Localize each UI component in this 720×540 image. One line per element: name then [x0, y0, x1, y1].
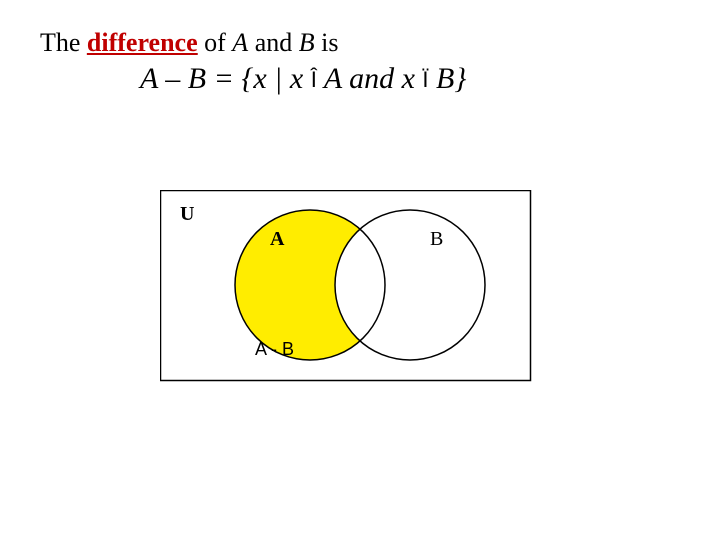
set-B: B — [299, 28, 315, 57]
venn-diagram: U A B A - B — [160, 190, 540, 395]
definition-line-1: The difference of A and B is — [40, 28, 338, 58]
text-and: and — [248, 28, 299, 57]
venn-svg: U A B A - B — [160, 190, 540, 390]
text-of: of — [198, 28, 233, 57]
label-amb: A - B — [255, 339, 294, 359]
set-A: A — [232, 28, 248, 57]
text-pre: The — [40, 28, 87, 57]
eq-mid: A and x — [317, 62, 423, 95]
slide: The difference of A and B is A – B = {x … — [0, 0, 720, 540]
label-b: B — [430, 228, 443, 250]
label-u: U — [180, 203, 194, 225]
eq-lhs: A – B = {x | x — [140, 62, 311, 95]
keyword-difference: difference — [87, 28, 198, 57]
definition-line-2: A – B = {x | x Î A and x Ï B} — [140, 62, 466, 96]
label-a: A — [270, 228, 285, 250]
eq-end: B} — [429, 62, 467, 95]
text-is: is — [315, 28, 339, 57]
